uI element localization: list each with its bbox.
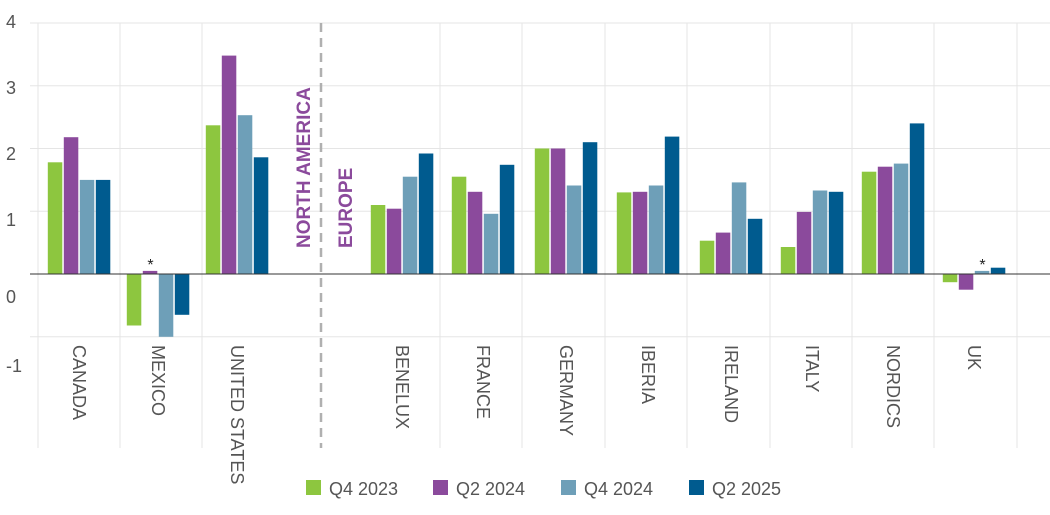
region-labels: NORTH AMERICA EUROPE	[294, 87, 357, 248]
bar	[221, 55, 237, 274]
category-label: GERMANY	[556, 345, 576, 436]
region-label: NORTH AMERICA	[294, 87, 315, 248]
bar	[812, 190, 828, 274]
bar	[877, 166, 893, 274]
category-label: CANADA	[69, 345, 89, 420]
y-tick-label: 3	[6, 78, 16, 98]
legend-swatch	[306, 480, 321, 495]
bar	[174, 274, 190, 315]
bar	[79, 179, 95, 274]
bar	[451, 176, 467, 274]
gridlines	[30, 22, 1050, 448]
bar	[47, 162, 63, 274]
legend-item: Q2 2025	[689, 479, 781, 499]
legend-item: Q4 2024	[561, 479, 653, 499]
bar	[237, 115, 253, 274]
bar	[126, 274, 142, 326]
bar	[616, 192, 632, 274]
region-label: EUROPE	[336, 168, 357, 248]
bar	[499, 164, 515, 274]
bar	[780, 247, 796, 274]
annotations: * *	[147, 257, 985, 274]
legend-label: Q4 2023	[329, 479, 398, 499]
bar	[158, 274, 174, 337]
bar	[402, 176, 418, 274]
y-tick-label: -1	[6, 356, 22, 376]
bar	[942, 274, 958, 283]
y-tick-label: 4	[6, 12, 16, 32]
category-label: IBERIA	[638, 345, 658, 404]
bar	[632, 191, 648, 274]
bar	[582, 142, 598, 274]
bar	[95, 179, 111, 274]
bar	[648, 185, 664, 274]
category-label: IRELAND	[721, 345, 741, 423]
bar	[142, 270, 158, 274]
legend-label: Q2 2025	[712, 479, 781, 499]
bar	[990, 267, 1006, 274]
category-label: FRANCE	[473, 345, 493, 419]
annotation-asterisk: *	[979, 257, 985, 274]
bar	[664, 136, 680, 274]
bar	[253, 157, 269, 274]
annotation-asterisk: *	[147, 257, 153, 274]
bar	[909, 123, 925, 275]
y-tick-label: 1	[6, 210, 16, 230]
bars	[47, 55, 1006, 337]
bar	[370, 205, 386, 274]
bar	[467, 191, 483, 274]
legend-swatch	[433, 480, 448, 495]
legend-item: Q2 2024	[433, 479, 525, 499]
legend-item: Q4 2023	[306, 479, 398, 499]
legend-label: Q2 2024	[456, 479, 525, 499]
y-tick-label: 0	[6, 287, 16, 307]
category-label: NORDICS	[883, 345, 903, 428]
bar	[715, 232, 731, 274]
y-axis-ticks: 4 3 2 1 0 -1	[6, 12, 22, 376]
y-tick-label: 2	[6, 144, 16, 164]
bar	[747, 218, 763, 274]
category-label: MEXICO	[148, 345, 168, 416]
category-labels: CANADA MEXICO UNITED STATES BENELUX FRANCE GE…	[69, 345, 984, 484]
bar	[566, 185, 582, 274]
bar	[699, 240, 715, 274]
bar	[893, 163, 909, 274]
legend-swatch	[561, 480, 576, 495]
bar	[550, 148, 566, 274]
bar	[63, 137, 79, 274]
legend-swatch	[689, 480, 704, 495]
bar	[534, 148, 550, 274]
bar	[731, 182, 747, 274]
legend-label: Q4 2024	[584, 479, 653, 499]
bar	[974, 270, 990, 274]
bar	[861, 171, 877, 274]
category-label: BENELUX	[392, 345, 412, 429]
bar	[205, 125, 221, 274]
bar	[386, 208, 402, 274]
bar	[418, 153, 434, 274]
bar	[796, 211, 812, 274]
bar	[958, 274, 974, 290]
category-label: UK	[964, 345, 984, 370]
legend: Q4 2023 Q2 2024 Q4 2024 Q2 2025	[306, 479, 781, 499]
bar	[483, 213, 499, 274]
category-label: UNITED STATES	[227, 345, 247, 484]
category-label: ITALY	[802, 345, 822, 392]
bar	[828, 191, 844, 274]
